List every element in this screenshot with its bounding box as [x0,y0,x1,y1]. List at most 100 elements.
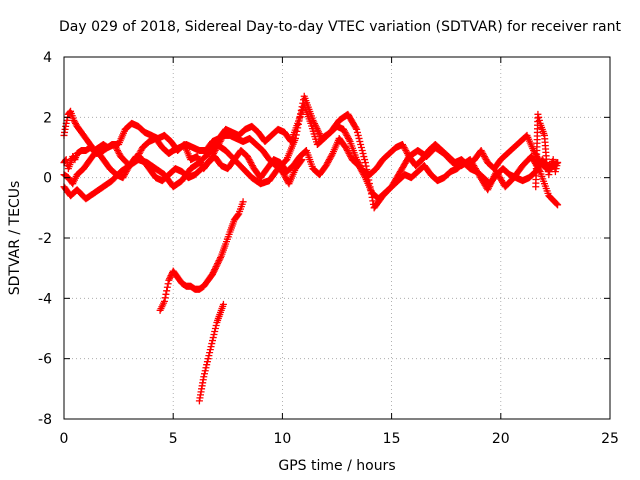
data-point [325,157,333,165]
data-point [161,294,169,302]
data-point [353,125,361,133]
data-point [71,119,79,127]
data-point [137,147,145,155]
data-point [552,165,560,173]
y-tick-label: 0 [43,171,52,187]
data-point [361,156,369,164]
series-5 [195,300,227,405]
x-tick-label: 25 [601,431,619,447]
data-point [486,181,494,189]
data-point [207,343,215,351]
series-2 [60,92,562,212]
data-point [353,128,361,136]
data-point [347,153,355,161]
data-point [281,172,289,180]
data-point [356,163,364,171]
data-point [552,199,560,207]
data-point [209,334,217,342]
data-point [278,168,286,176]
x-tick-label: 15 [383,431,401,447]
data-point [534,110,542,118]
data-point [239,198,247,206]
data-point [197,159,204,167]
data-point [364,173,372,181]
data-point [203,361,211,369]
data-point [482,156,490,164]
data-point [243,153,251,161]
y-tick-label: -8 [38,412,52,428]
data-point [247,159,255,167]
data-point [292,131,300,139]
data-point [363,166,371,174]
data-point [298,156,306,164]
data-point [345,136,353,144]
data-point [209,151,217,159]
y-tick-label: 2 [43,110,52,126]
x-tick-label: 0 [60,431,69,447]
data-point [209,269,217,277]
data-point [70,116,78,124]
data-point [212,321,220,329]
data-point [344,133,352,141]
chart-title: Day 029 of 2018, Sidereal Day-to-day VTE… [59,19,621,35]
x-axis-label: GPS time / hours [278,458,395,474]
data-point [361,159,369,167]
data-point [488,176,496,184]
data-point [166,275,174,283]
data-point [545,171,553,179]
series-3 [60,107,306,188]
data-point [322,162,330,170]
data-point [71,118,79,126]
grid-lines [64,57,610,419]
data-point [328,151,336,159]
series-1 [60,134,559,203]
data-point [217,136,225,144]
data-point [245,156,253,164]
data-point [208,153,216,161]
data-point [164,280,172,288]
data-point [310,118,318,126]
data-point [479,150,487,158]
data-point [369,197,377,205]
data-point [357,140,365,148]
data-point [211,266,219,274]
data-point [194,154,202,162]
data-point [210,267,218,275]
data-point [248,160,256,168]
data-point [248,162,256,170]
data-point [345,150,353,158]
data-point [352,124,360,132]
data-point [293,127,301,135]
data-point [478,148,486,156]
data-point [485,182,493,190]
data-points [60,92,562,405]
series-6 [532,110,562,191]
data-point [136,148,144,156]
data-point [309,116,317,124]
data-point [202,364,210,372]
data-point [368,193,376,201]
data-point [488,178,496,186]
data-point [484,184,492,192]
data-point [341,128,349,136]
data-point [367,190,375,198]
data-point [358,147,366,155]
data-point [342,144,350,151]
data-point [355,134,363,142]
y-tick-label: -2 [38,231,52,247]
data-point [402,147,410,155]
data-point [212,263,220,271]
data-point [195,156,203,164]
y-tick-label: -6 [38,352,52,368]
data-point [214,260,222,268]
data-point [119,174,127,182]
data-point [211,147,219,155]
data-point [295,117,303,125]
data-point [234,211,242,219]
data-point [211,325,219,332]
data-point [203,358,211,366]
data-point [280,171,288,179]
data-point [212,145,220,153]
data-point [477,147,485,155]
